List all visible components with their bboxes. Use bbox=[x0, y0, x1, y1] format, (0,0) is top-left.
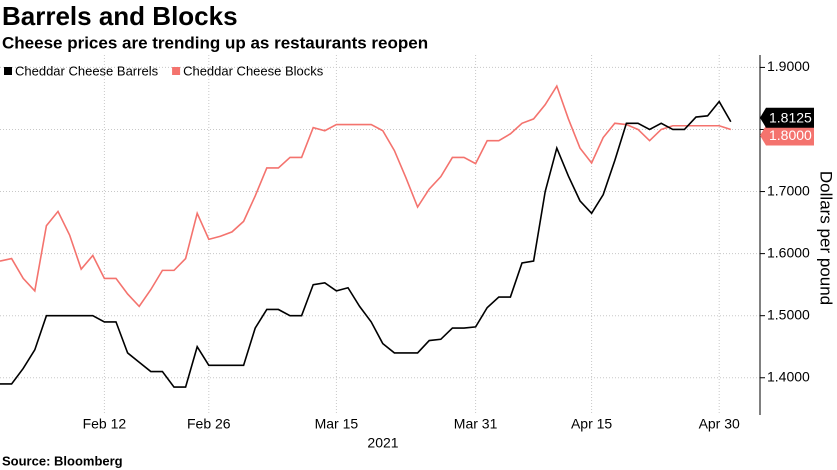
y-tick-label: 1.9000 bbox=[767, 58, 810, 74]
legend-label: Cheddar Cheese Blocks bbox=[183, 63, 324, 78]
y-tick-label: 1.4000 bbox=[767, 368, 810, 384]
x-axis-label: 2021 bbox=[367, 435, 398, 451]
x-tick-label: Apr 15 bbox=[571, 416, 612, 432]
y-axis-label: Dollars per pound bbox=[817, 171, 836, 305]
last-value-tag bbox=[760, 107, 814, 128]
y-tick-label: 1.7000 bbox=[767, 182, 810, 198]
legend-swatch bbox=[4, 67, 12, 75]
series-line bbox=[0, 84, 732, 308]
x-tick-label: Feb 26 bbox=[187, 416, 231, 432]
last-value-label: 1.8000 bbox=[769, 127, 812, 143]
x-tick-label: Mar 15 bbox=[315, 416, 359, 432]
source: Source: Bloomberg bbox=[2, 453, 123, 468]
y-tick-label: 1.6000 bbox=[767, 244, 810, 260]
last-value-tag bbox=[760, 125, 814, 146]
series-line bbox=[0, 100, 732, 388]
x-tick-label: Mar 31 bbox=[454, 416, 498, 432]
last-value-label: 1.8125 bbox=[769, 109, 812, 125]
chart-title: Barrels and Blocks bbox=[2, 1, 238, 31]
x-tick-label: Feb 12 bbox=[83, 416, 127, 432]
legend-label: Cheddar Cheese Barrels bbox=[15, 63, 159, 78]
legend-swatch bbox=[172, 67, 181, 75]
x-tick-label: Apr 30 bbox=[699, 416, 740, 432]
chart-subtitle: Cheese prices are trending up as restaur… bbox=[2, 33, 428, 52]
y-tick-label: 1.5000 bbox=[767, 306, 810, 322]
